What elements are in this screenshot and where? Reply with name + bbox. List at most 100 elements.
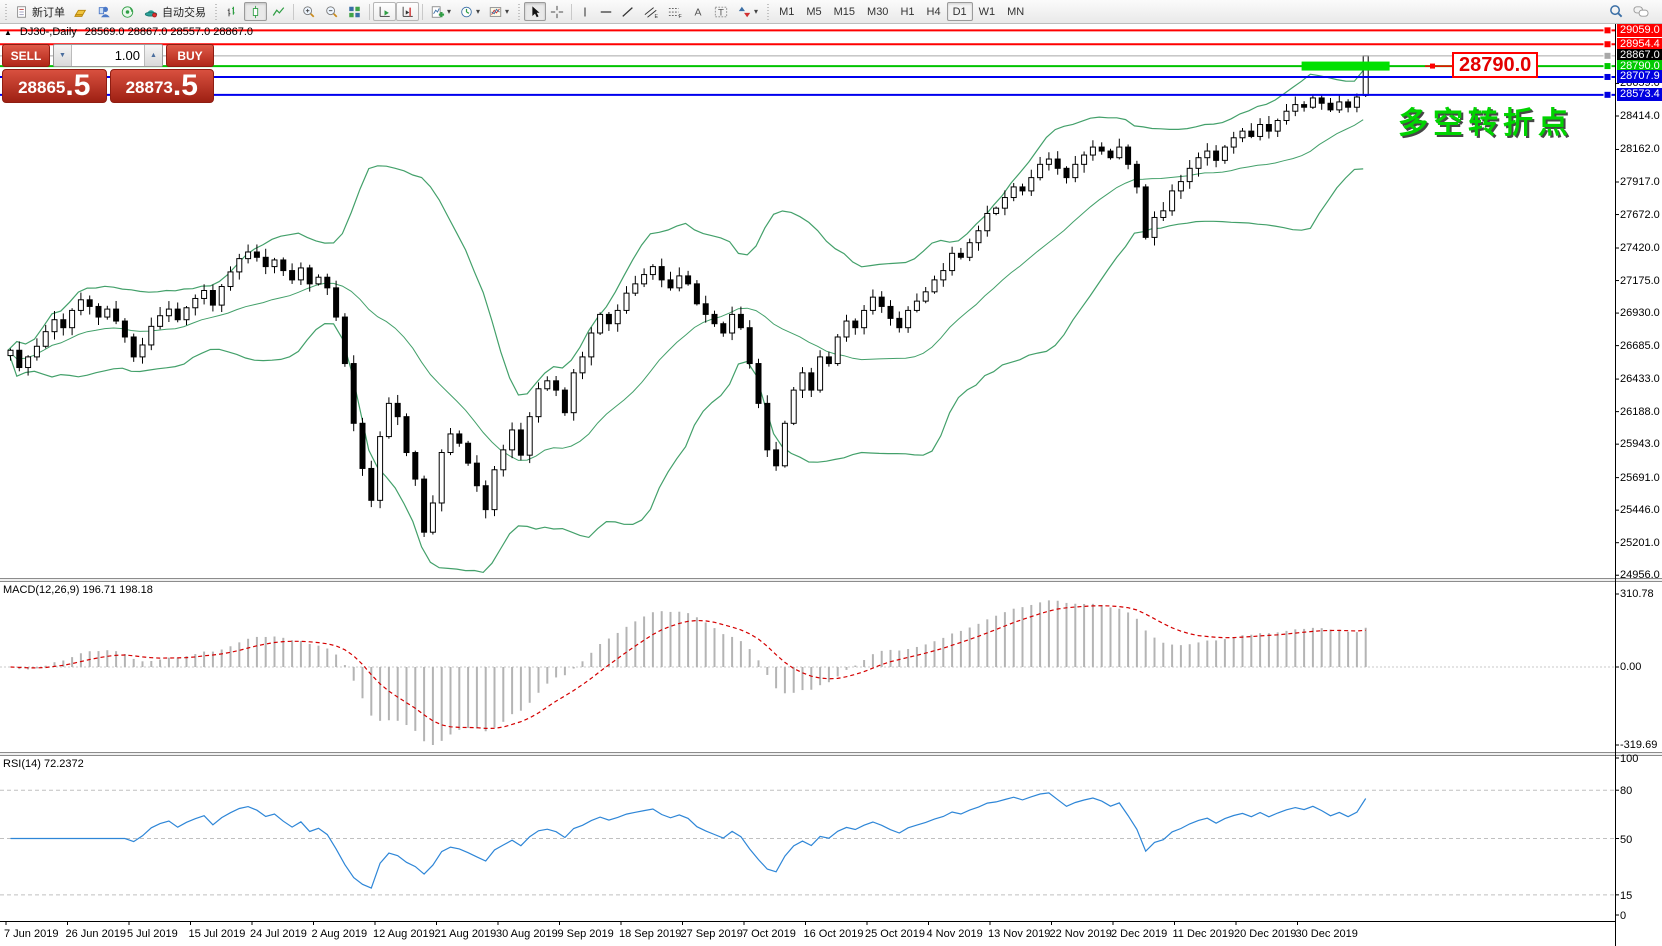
auto-trading-button[interactable]: 自动交易 — [139, 2, 210, 21]
rsi-axis-label: 100 — [1620, 753, 1639, 765]
zoom-in-icon — [303, 5, 315, 17]
price-tick-label: 26685.0 — [1620, 339, 1660, 352]
chat-icon — [1633, 6, 1649, 17]
trendline-button[interactable] — [617, 2, 639, 21]
buy-button[interactable]: BUY — [166, 44, 214, 67]
cursor-button[interactable] — [524, 2, 547, 21]
price-line-label: 28573.4 — [1617, 88, 1662, 102]
periods-button[interactable]: ▾ — [455, 2, 484, 21]
price-tick-label: 25201.0 — [1620, 536, 1660, 549]
timeframe-button-h1[interactable]: H1 — [900, 5, 915, 18]
toolbar-grip — [212, 3, 219, 20]
volume-stepper: ▼ ▲ — [53, 44, 163, 67]
sell-button[interactable]: SELL — [2, 44, 50, 67]
sell-price-display[interactable]: 28865 .5 — [2, 69, 107, 103]
timeframe-button-m30[interactable]: M30 — [867, 5, 889, 18]
zoom-out-button[interactable] — [320, 2, 343, 21]
price-tick-label: 26930.0 — [1620, 307, 1660, 320]
auto-trading-label: 自动交易 — [162, 6, 206, 19]
toolbar-grip — [2, 3, 9, 20]
date-label: 7 Oct 2019 — [742, 928, 796, 940]
text-label-button[interactable]: T — [709, 2, 733, 21]
arrows-icon — [738, 6, 751, 17]
candlestick-chart-button[interactable] — [244, 2, 267, 21]
date-label: 30 Aug 2019 — [496, 928, 558, 940]
dropdown-caret-icon: ▾ — [447, 7, 452, 16]
trendline-icon — [622, 6, 633, 17]
price-line-label: 28954.4 — [1617, 37, 1662, 51]
price-tick-label: 27175.0 — [1620, 274, 1660, 287]
fibonacci-button[interactable]: F — [663, 2, 687, 21]
search-button[interactable] — [1604, 2, 1628, 21]
templates-button[interactable]: ▾ — [484, 2, 513, 21]
date-label: 27 Sep 2019 — [680, 928, 743, 940]
fibonacci-icon: F — [668, 7, 682, 19]
collapse-panel-icon[interactable]: ▲ — [4, 27, 12, 37]
zoom-in-button[interactable] — [297, 2, 320, 21]
chart-shift-icon — [402, 6, 413, 17]
price-tick-label: 26188.0 — [1620, 405, 1660, 418]
candlestick-icon — [252, 5, 259, 18]
price-callout-label[interactable]: 28790.0 — [1452, 52, 1539, 78]
sell-price-main: 28865 — [18, 78, 66, 97]
crosshair-button[interactable] — [546, 2, 568, 21]
date-label: 26 Jun 2019 — [65, 928, 127, 940]
volume-increase-button[interactable]: ▲ — [144, 45, 162, 66]
channel-icon: E — [644, 6, 659, 19]
toolbar-separator — [369, 3, 370, 20]
tile-windows-button[interactable] — [343, 2, 366, 21]
tile-windows-icon — [349, 6, 360, 17]
svg-text:F: F — [679, 14, 682, 19]
metaeditor-button[interactable] — [69, 2, 93, 21]
turning-point-annotation[interactable]: 多空转折点 — [1398, 107, 1573, 140]
auto-scroll-button[interactable] — [373, 2, 396, 21]
macd-axis-label: 310.78 — [1620, 588, 1654, 600]
new-order-icon — [17, 5, 26, 18]
toolbar-separator — [293, 3, 294, 20]
timeframe-button-d1[interactable]: D1 — [946, 2, 973, 21]
auto-scroll-icon — [379, 6, 390, 17]
date-label: 15 Jul 2019 — [188, 928, 246, 940]
horizontal-line-button[interactable] — [595, 2, 617, 21]
timeframe-button-m15[interactable]: M15 — [833, 5, 856, 18]
timeframe-button-mn[interactable]: MN — [1007, 5, 1025, 18]
arrows-button[interactable]: ▾ — [733, 2, 762, 21]
vertical-line-button[interactable] — [575, 2, 595, 21]
buy-price-display[interactable]: 28873 .5 — [109, 69, 214, 103]
cursor-icon — [532, 5, 540, 17]
community-button[interactable] — [93, 2, 116, 21]
dropdown-caret-icon: ▾ — [505, 7, 510, 16]
rsi-indicator-label: RSI(14) 72.2372 — [3, 758, 84, 770]
volume-input[interactable] — [72, 45, 144, 66]
bar-chart-button[interactable] — [221, 2, 244, 21]
chart-shift-button[interactable] — [396, 2, 419, 21]
price-tick-label: 27917.0 — [1620, 176, 1660, 188]
price-tick-label: 25691.0 — [1620, 471, 1660, 484]
date-label: 2 Dec 2019 — [1111, 928, 1168, 940]
toolbar-separator — [571, 3, 573, 20]
equidistant-channel-button[interactable]: E — [639, 2, 663, 21]
text-button[interactable]: A — [687, 2, 709, 21]
timeframe-button-h4[interactable]: H4 — [926, 5, 941, 18]
crosshair-icon — [550, 5, 564, 18]
line-chart-button[interactable] — [267, 2, 290, 21]
timeframe-button-w1[interactable]: W1 — [978, 5, 996, 18]
chat-button[interactable] — [1628, 2, 1654, 21]
svg-text:A: A — [695, 6, 702, 18]
indicators-button[interactable]: ▾ — [426, 2, 455, 21]
news-button[interactable] — [116, 2, 139, 21]
date-label: 9 Sep 2019 — [557, 928, 614, 940]
volume-decrease-button[interactable]: ▼ — [54, 45, 72, 66]
timeframe-button-m1[interactable]: M1 — [779, 5, 795, 18]
ohlc-values: 28569.0 28867.0 28557.0 28867.0 — [84, 26, 253, 38]
price-tick-label: 28162.0 — [1620, 143, 1660, 156]
timeframe-button-m5[interactable]: M5 — [806, 5, 822, 18]
vertical-line-icon — [584, 7, 586, 16]
new-order-button[interactable]: 新订单 — [11, 2, 69, 21]
rsi-axis-label: 50 — [1620, 833, 1633, 846]
price-tick-label: 26433.0 — [1620, 373, 1660, 386]
sonar-icon — [121, 5, 134, 18]
text-icon: A — [695, 6, 702, 18]
